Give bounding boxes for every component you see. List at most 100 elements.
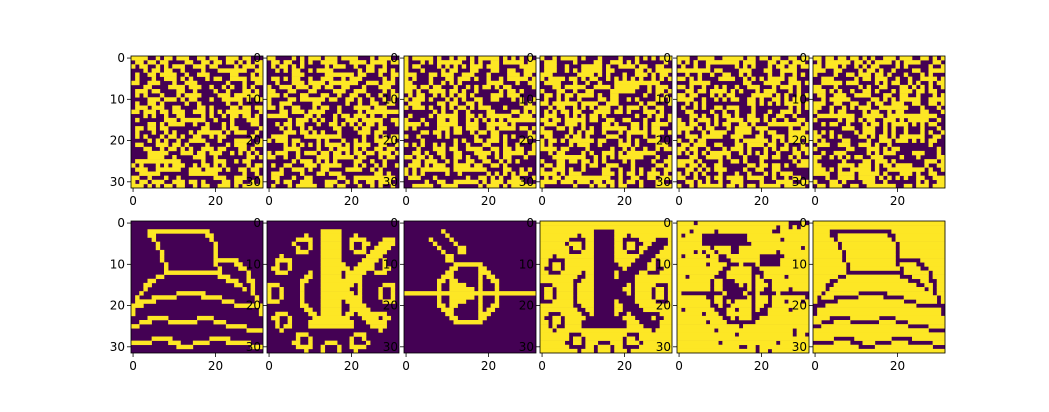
pixel-run	[634, 299, 656, 304]
pixel-run	[639, 101, 644, 106]
pixel-run	[361, 336, 367, 341]
pixel-run	[630, 126, 640, 131]
pixel-run	[862, 76, 872, 82]
pixel-run	[862, 122, 867, 127]
pixel-run	[714, 105, 723, 110]
pixel-run	[755, 262, 760, 267]
pixel-run	[800, 64, 810, 69]
pixel-run	[205, 167, 223, 172]
pixel-run	[225, 278, 239, 284]
pixel-run	[366, 254, 383, 259]
pixel-run	[693, 150, 698, 156]
pixel-run	[540, 270, 549, 275]
pixel-run	[697, 249, 703, 255]
pixel-run	[201, 60, 210, 65]
pixel-run	[180, 97, 185, 102]
pixel-run	[556, 150, 566, 156]
pixel-run	[788, 64, 797, 69]
pixel-run	[531, 175, 537, 181]
pixel-run	[663, 315, 673, 321]
pixel-run	[924, 159, 938, 164]
pixel-run	[390, 60, 400, 65]
pixel-run	[705, 167, 711, 172]
pixel-run	[804, 80, 810, 86]
pixel-run	[804, 122, 810, 127]
pixel-run	[854, 64, 859, 69]
pixel-run	[813, 274, 839, 280]
pixel-run	[370, 56, 375, 61]
pixel-run	[300, 142, 305, 148]
pixel-run	[176, 89, 185, 94]
pixel-run	[544, 163, 553, 168]
pixel-run	[747, 233, 810, 238]
pixel-run	[192, 134, 202, 139]
pixel-run	[667, 291, 673, 296]
pixel-run	[287, 89, 297, 94]
pixel-run	[903, 183, 913, 189]
pixel-run	[374, 171, 383, 176]
pixel-run	[337, 130, 342, 135]
pixel-run	[230, 117, 235, 123]
pixel-run	[337, 93, 342, 98]
pixel-run	[738, 282, 744, 288]
pixel-run	[370, 60, 387, 65]
pixel-run	[291, 64, 297, 69]
pixel-run	[667, 237, 673, 242]
pixel-run	[246, 155, 256, 160]
pixel-run	[246, 328, 264, 333]
pixel-run	[564, 64, 570, 69]
pixel-run	[527, 134, 537, 139]
pixel-run	[540, 258, 549, 263]
pixel-run	[164, 163, 169, 168]
pixel-run	[412, 159, 421, 164]
pixel-run	[581, 167, 586, 172]
pixel-run	[622, 146, 627, 152]
pixel-run	[295, 150, 301, 156]
pixel-run	[585, 146, 590, 152]
pixel-run	[135, 60, 144, 65]
pixel-run	[333, 159, 338, 164]
pixel-run	[647, 138, 660, 143]
pixel-run	[378, 126, 387, 131]
pixel-run	[217, 138, 223, 143]
pixel-run	[143, 93, 148, 98]
pixel-run	[887, 291, 933, 296]
pixel-run	[147, 126, 157, 131]
pixel-run	[697, 159, 703, 164]
pixel-run	[813, 254, 843, 259]
pixel-run	[556, 291, 574, 296]
y-tick-label: 20	[656, 299, 671, 313]
pixel-run	[829, 183, 843, 189]
panel-image	[404, 56, 537, 189]
pixel-run	[879, 68, 884, 73]
pixel-run	[295, 245, 301, 251]
pixel-run	[626, 324, 644, 329]
pixel-run	[271, 175, 280, 181]
pixel-run	[544, 291, 553, 296]
pixel-run	[651, 126, 660, 131]
pixel-run	[813, 332, 946, 337]
pixel-run	[341, 84, 350, 90]
pixel-run	[131, 175, 140, 181]
pixel-run	[841, 126, 855, 131]
pixel-run	[353, 146, 359, 152]
pixel-run	[552, 84, 561, 90]
pixel-run	[320, 291, 354, 296]
pixel-run	[639, 237, 656, 242]
pixel-run	[829, 89, 834, 94]
pixel-run	[614, 311, 619, 317]
pixel-run	[556, 97, 561, 102]
pixel-run	[382, 97, 387, 102]
pixel-run	[242, 171, 247, 176]
pixel-run	[341, 76, 346, 82]
pixel-run	[693, 229, 715, 234]
pixel-run	[449, 278, 458, 284]
pixel-run	[726, 126, 731, 131]
y-tick-label: 10	[246, 257, 261, 271]
pixel-run	[677, 245, 711, 251]
pixel-run	[221, 126, 227, 131]
pixel-run	[697, 56, 715, 61]
pixel-run	[755, 303, 764, 308]
pixel-run	[337, 175, 346, 181]
